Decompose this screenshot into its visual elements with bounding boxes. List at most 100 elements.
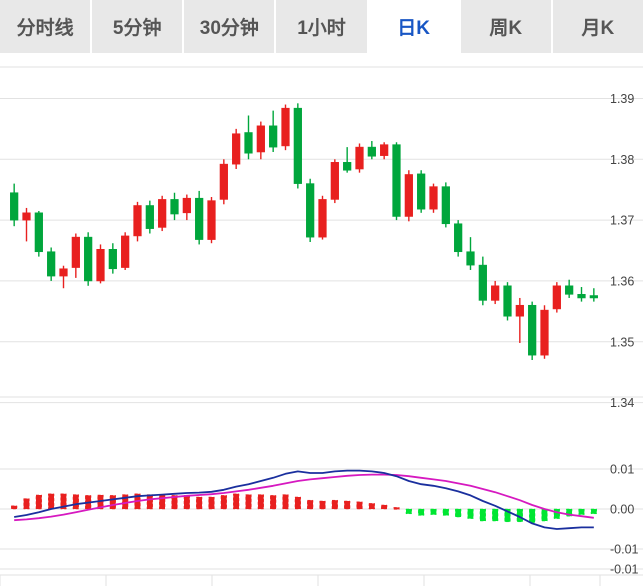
candle-body-21 <box>269 125 278 148</box>
candle-body-41 <box>515 304 524 317</box>
candle-body-38 <box>478 264 487 301</box>
macd-hist-bar-3 <box>48 493 55 510</box>
macd-hist-bar-36 <box>455 508 462 518</box>
candle-body-31 <box>392 144 401 217</box>
macd-hist-bar-19 <box>245 494 252 510</box>
candle-body-7 <box>96 249 105 282</box>
macd-diff-line <box>14 469 594 530</box>
macd-hist-bar-14 <box>183 495 190 510</box>
macd-hist-bar-32 <box>405 508 412 515</box>
macd-tick-label-0: 0.01 <box>610 463 634 477</box>
kline-macd-svg: 1.39 1.38 1.37 1.36 1.35 1.34 0.01 0.00 -0.01 -0.… <box>0 66 643 586</box>
chart-area[interactable]: 1.39 1.38 1.37 1.36 1.35 1.34 0.01 0.00 -0.01 -0.… <box>0 55 643 586</box>
candle-body-2 <box>34 212 43 253</box>
candle-body-23 <box>293 107 302 184</box>
candle-body-46 <box>577 294 586 299</box>
macd-hist-bar-2 <box>35 494 42 510</box>
candle-body-10 <box>133 205 142 237</box>
macd-hist-bar-8 <box>109 495 116 510</box>
macd-hist-bar-21 <box>270 495 277 510</box>
candle-body-5 <box>71 236 80 268</box>
candle-body-34 <box>429 186 438 210</box>
candle-body-32 <box>404 174 413 217</box>
macd-hist-bar-45 <box>566 508 573 517</box>
price-tick-label-5: 1.34 <box>610 396 634 410</box>
macd-hist-bar-16 <box>208 496 215 510</box>
price-tick-label-3: 1.36 <box>610 274 634 288</box>
macd-hist-bar-17 <box>220 495 227 510</box>
candle-body-13 <box>170 199 179 215</box>
timeframe-tabbar[interactable]: 分时线 5分钟 30分钟 1小时 日K 周K 月K <box>0 0 643 55</box>
candle-body-18 <box>232 133 241 165</box>
candle-body-22 <box>281 107 290 147</box>
macd-hist-bar-37 <box>467 508 474 519</box>
macd-hist-bar-4 <box>60 493 67 510</box>
macd-hist-bar-23 <box>294 496 301 510</box>
macd-hist-bar-40 <box>504 508 511 523</box>
tab-0[interactable]: 分时线 <box>0 0 93 55</box>
candle-body-45 <box>565 285 574 295</box>
macd-hist-bar-44 <box>553 508 560 519</box>
macd-hist-bar-47 <box>590 508 597 515</box>
macd-hist-bar-18 <box>233 493 240 510</box>
candle-body-30 <box>380 144 389 156</box>
tab-2[interactable]: 30分钟 <box>184 0 277 55</box>
candle-body-12 <box>158 199 167 228</box>
candle-body-24 <box>306 183 315 238</box>
candle-body-25 <box>318 199 327 238</box>
macd-hist-bar-12 <box>159 494 166 510</box>
candle-body-0 <box>10 192 19 221</box>
macd-hist-bar-42 <box>529 508 536 523</box>
candle-body-19 <box>244 132 253 154</box>
price-tick-label-2: 1.37 <box>610 214 634 228</box>
candle-body-17 <box>219 163 228 200</box>
candle-body-16 <box>207 200 216 240</box>
candle-body-1 <box>22 212 31 221</box>
tab-4[interactable]: 日K <box>368 0 461 55</box>
candle-body-26 <box>330 162 339 200</box>
candle-body-27 <box>343 162 352 171</box>
candle-body-39 <box>491 285 500 301</box>
macd-hist-bar-29 <box>368 503 375 510</box>
candle-body-33 <box>417 173 426 210</box>
macd-tick-label-1: 0.00 <box>610 503 634 517</box>
macd-hist-bar-34 <box>430 508 437 515</box>
price-tick-label-1: 1.38 <box>610 153 634 167</box>
macd-hist-bar-24 <box>307 499 314 510</box>
candle-body-36 <box>454 223 463 253</box>
macd-tick-label-3: -0.01 <box>610 563 639 577</box>
macd-hist-bar-13 <box>171 495 178 510</box>
macd-hist-bar-5 <box>72 494 79 510</box>
macd-hist-bar-22 <box>282 494 289 510</box>
macd-hist-bar-43 <box>541 508 548 522</box>
tab-6[interactable]: 月K <box>552 0 643 55</box>
candle-body-28 <box>355 146 364 170</box>
tab-5[interactable]: 周K <box>460 0 553 55</box>
macd-hist-bar-0 <box>11 505 18 510</box>
tab-1[interactable]: 5分钟 <box>92 0 185 55</box>
macd-hist-bar-15 <box>196 496 203 510</box>
candle-body-14 <box>182 197 191 214</box>
macd-hist-bar-33 <box>418 508 425 516</box>
candle-body-44 <box>552 285 561 310</box>
candle-body-20 <box>256 125 265 153</box>
macd-hist-bar-1 <box>23 498 30 510</box>
macd-hist-bar-46 <box>578 508 585 515</box>
macd-hist-bar-38 <box>479 508 486 522</box>
candle-body-4 <box>59 268 68 277</box>
macd-hist-bar-25 <box>319 500 326 510</box>
macd-tick-label-2: -0.01 <box>610 543 639 557</box>
candle-body-42 <box>528 304 537 356</box>
candle-body-37 <box>466 251 475 266</box>
candle-body-8 <box>108 249 117 270</box>
price-tick-label-4: 1.35 <box>610 335 634 349</box>
candle-body-3 <box>47 251 56 277</box>
macd-hist-bar-39 <box>492 508 499 522</box>
candle-body-11 <box>145 205 154 229</box>
candle-body-43 <box>540 309 549 356</box>
macd-dea-line <box>14 473 594 522</box>
candle-body-35 <box>441 186 450 225</box>
tab-3[interactable]: 1小时 <box>276 0 369 55</box>
macd-hist-bar-27 <box>344 500 351 510</box>
